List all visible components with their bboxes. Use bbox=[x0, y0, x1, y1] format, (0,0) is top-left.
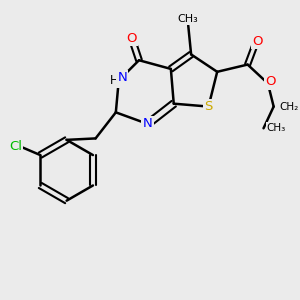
Text: O: O bbox=[253, 35, 263, 48]
Text: N: N bbox=[143, 117, 153, 130]
Text: Cl: Cl bbox=[9, 140, 22, 153]
Text: N: N bbox=[117, 71, 127, 84]
Text: S: S bbox=[204, 100, 213, 113]
Text: O: O bbox=[266, 75, 276, 88]
Text: CH₃: CH₃ bbox=[266, 123, 286, 133]
Text: O: O bbox=[127, 32, 137, 45]
Text: H: H bbox=[110, 74, 119, 87]
Text: CH₃: CH₃ bbox=[178, 14, 199, 24]
Text: CH₂: CH₂ bbox=[279, 102, 299, 112]
